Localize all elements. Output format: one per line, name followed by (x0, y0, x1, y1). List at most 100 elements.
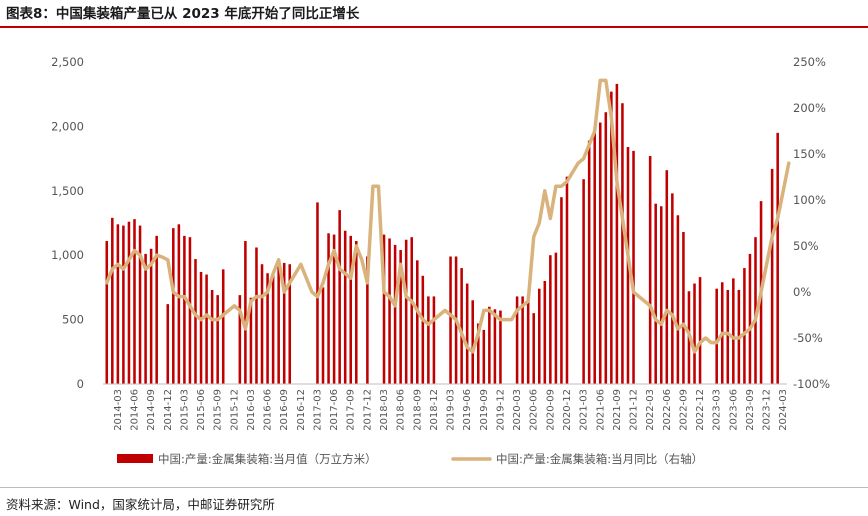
footer-divider (0, 487, 868, 488)
bar-2016-07 (271, 273, 275, 384)
bar-2021-09 (615, 83, 619, 385)
bar-2015-07 (205, 274, 208, 384)
bar-2021-05 (593, 132, 596, 384)
bar-2021-08 (610, 91, 613, 385)
bar-2023-09 (748, 253, 752, 384)
bar-2023-06 (732, 278, 735, 384)
bar-2017-06 (332, 234, 336, 384)
bar-2020-09 (549, 255, 552, 384)
source-note: 资料来源：Wind，国家统计局，中邮证券研究所 (6, 497, 275, 512)
bar-2014-05 (127, 221, 131, 384)
x-tick-label: 2017-12 (362, 389, 373, 431)
x-tick-label: 2022-12 (695, 389, 706, 431)
x-tick-label: 2015-12 (229, 389, 240, 431)
bar-2014-06 (133, 219, 136, 384)
x-tick-label: 2016-03 (246, 389, 257, 431)
bar-2016-09 (282, 262, 286, 384)
x-tick-label: 2021-12 (629, 389, 640, 431)
bar-2015-03 (183, 235, 186, 384)
x-tick-label: 2017-09 (346, 389, 357, 431)
bar-2015-04 (188, 237, 192, 384)
bar-2017-09 (349, 235, 353, 384)
x-tick-label: 2022-06 (662, 389, 673, 431)
bar-2014-04 (122, 225, 125, 384)
x-tick-label: 2017-03 (313, 389, 324, 431)
bar-2019-12 (499, 310, 502, 384)
bar-2018-07 (404, 239, 408, 384)
x-tick-label: 2018-09 (412, 389, 423, 431)
bar-2020-11 (560, 197, 563, 384)
x-tick-label: 2015-03 (179, 389, 190, 431)
y-left-tick-label: 2,000 (51, 119, 84, 133)
bar-2020-07 (537, 288, 541, 384)
bar-2015-02 (177, 224, 181, 384)
legend-bar-swatch (117, 454, 153, 463)
x-tick-label: 2014-03 (113, 389, 124, 431)
bar-2018-12 (432, 296, 436, 384)
legend-line-label: 中国:产量:金属集装箱:当月同比（右轴） (496, 452, 703, 466)
x-tick-label: 2016-06 (263, 389, 274, 431)
x-tick-label: 2020-03 (512, 389, 523, 431)
bar-2021-06 (598, 122, 602, 384)
bar-2023-03 (715, 288, 718, 384)
x-tick-label: 2023-03 (712, 389, 723, 431)
y-right-tick-label: 0% (793, 285, 811, 299)
bar-2022-06 (665, 170, 669, 384)
bar-2020-04 (521, 296, 524, 384)
bar-2021-07 (604, 112, 608, 384)
bar-2020-05 (526, 295, 530, 384)
bar-2018-03 (382, 234, 386, 384)
bar-2019-06 (465, 283, 469, 384)
bar-2023-05 (726, 289, 730, 384)
y-right-tick-label: -50% (793, 331, 823, 345)
bar-2024-02 (776, 132, 779, 384)
x-tick-label: 2023-06 (728, 389, 739, 431)
bar-2014-10 (155, 235, 158, 384)
bar-2022-11 (693, 283, 696, 384)
y-left-tick-label: 1,500 (51, 184, 84, 198)
y-left-tick-label: 1,000 (51, 248, 84, 262)
bar-2019-05 (460, 268, 463, 384)
bar-2020-03 (515, 296, 519, 384)
x-tick-label: 2020-06 (529, 389, 540, 431)
bar-2014-08 (144, 253, 147, 384)
x-tick-label: 2018-06 (396, 389, 407, 431)
x-tick-label: 2022-09 (678, 389, 689, 431)
x-tick-label: 2021-03 (579, 389, 590, 431)
chart: 0 500 1,000 1,500 2,000 2,500 -100% -50% 0% 50% 1… (51, 55, 830, 466)
bar-2015-06 (199, 271, 203, 384)
bar-2019-07 (471, 300, 474, 384)
x-tick-label: 2024-03 (778, 389, 789, 431)
bar-2021-03 (582, 179, 585, 384)
x-tick-label: 2016-12 (296, 389, 307, 431)
bar-2018-04 (388, 238, 391, 384)
bar-2016-06 (266, 273, 269, 384)
x-tick-label: 2015-09 (213, 389, 224, 431)
x-tick-label: 2018-12 (429, 389, 440, 431)
x-tick-label: 2014-09 (146, 389, 157, 431)
x-tick-labels: 2014-03 2014-06 2014-09 2014-12 2015-03 2015-… (113, 389, 789, 431)
x-tick-label: 2014-06 (130, 389, 141, 431)
bar-2017-08 (343, 230, 347, 384)
bar-2022-09 (682, 232, 685, 384)
bar-2015-01 (172, 228, 175, 384)
title-divider (0, 26, 868, 28)
bar-2015-08 (210, 289, 214, 384)
y-right-tick-label: -100% (793, 377, 830, 391)
bar-2014-12 (166, 304, 170, 384)
legend-bar-label: 中国:产量:金属集装箱:当月值（万立方米） (158, 452, 377, 466)
legend: 中国:产量:金属集装箱:当月值（万立方米） 中国:产量:金属集装箱:当月同比（右… (117, 452, 703, 466)
bar-2016-10 (288, 264, 292, 384)
line-series (105, 78, 791, 354)
bar-2014-02 (111, 217, 114, 384)
y-right-tick-label: 100% (793, 193, 826, 207)
bar-2019-10 (488, 306, 491, 384)
bar-2021-12 (632, 150, 635, 384)
bar-2020-10 (554, 252, 558, 384)
bar-2019-08 (476, 323, 480, 384)
bar-2018-06 (399, 250, 402, 384)
bar-2017-05 (327, 233, 330, 384)
bar-2022-12 (698, 277, 702, 384)
bar-2022-03 (648, 156, 652, 384)
bar-2018-08 (410, 237, 414, 384)
